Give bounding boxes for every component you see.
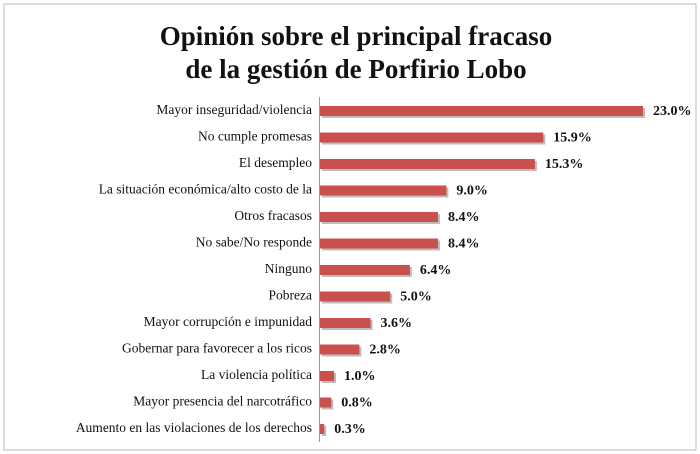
bar — [320, 132, 544, 143]
bar — [320, 185, 447, 196]
category-label: Otros fracasos — [234, 208, 312, 223]
chart-title: de la gestión de Porfirio Lobo — [185, 54, 526, 84]
bar — [320, 106, 643, 116]
category-label: Pobreza — [269, 288, 312, 303]
data-label: 23.0% — [653, 104, 692, 119]
bar — [320, 318, 371, 328]
chart-title: Opinión sobre el principal fracaso — [160, 21, 553, 51]
data-label: 8.4% — [448, 237, 480, 252]
data-label: 15.9% — [553, 131, 592, 146]
data-label: 5.0% — [400, 290, 432, 305]
data-label: 8.4% — [448, 210, 480, 225]
bar — [320, 265, 410, 275]
category-label: Gobernar para favorecer a los ricos — [122, 341, 312, 356]
data-label: 6.4% — [420, 263, 452, 278]
category-label: Aumento en las violaciones de los derech… — [76, 420, 312, 435]
data-label: 0.3% — [334, 422, 366, 437]
category-label: La violencia política — [201, 367, 312, 382]
category-label: El desempleo — [239, 155, 312, 170]
bar — [320, 397, 332, 408]
bar — [320, 238, 438, 249]
data-label: 0.8% — [341, 396, 373, 411]
category-label: Mayor corrupción e impunidad — [144, 314, 313, 329]
data-label: 9.0% — [456, 184, 488, 199]
bar — [320, 344, 360, 355]
bar — [320, 424, 325, 434]
data-label: 2.8% — [369, 343, 401, 358]
bar — [320, 291, 391, 302]
category-label: La situación económica/alto costo de la — [99, 182, 312, 197]
frame — [3, 3, 697, 451]
data-label: 1.0% — [344, 369, 376, 384]
data-label: 3.6% — [381, 316, 413, 331]
data-label: 15.3% — [545, 157, 584, 172]
category-label: Mayor presencia del narcotráfico — [133, 394, 312, 409]
bar — [320, 159, 535, 169]
category-label: No cumple promesas — [198, 129, 312, 144]
category-label: Mayor inseguridad/violencia — [156, 102, 312, 117]
bar — [320, 371, 335, 381]
category-label: Ninguno — [265, 261, 313, 276]
bar — [320, 212, 438, 222]
category-label: No sabe/No responde — [196, 235, 312, 250]
